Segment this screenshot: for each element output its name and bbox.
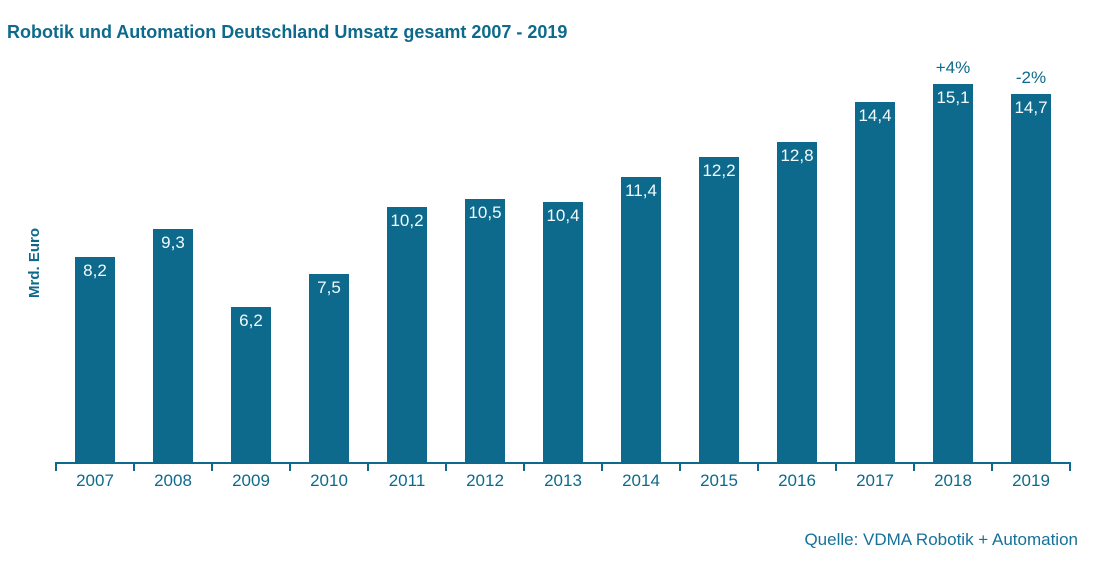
x-axis-tick	[445, 462, 447, 471]
bar-value-label: 14,7	[1014, 98, 1048, 117]
x-tick-label-2013: 2013	[544, 471, 582, 490]
x-tick-label-2008: 2008	[154, 471, 192, 490]
x-axis-tick	[601, 462, 603, 471]
bar-2007: 8,2	[75, 257, 115, 462]
bar-value-label: 11,4	[625, 181, 657, 200]
source-note: Quelle: VDMA Robotik + Automation	[804, 530, 1078, 549]
x-tick-label-2012: 2012	[466, 471, 504, 490]
x-tick-label-2007: 2007	[76, 471, 114, 490]
x-tick-label-2011: 2011	[388, 471, 426, 490]
bar-value-label: 7,5	[317, 278, 341, 297]
x-tick-label-2018: 2018	[934, 471, 972, 490]
bar-2017: 14,4	[855, 102, 895, 462]
bar-value-label: 12,8	[780, 146, 814, 165]
bar-annotation-2018: +4%	[935, 58, 971, 77]
x-axis-tick	[289, 462, 291, 471]
bar-annotation-2019: -2%	[1015, 68, 1047, 87]
bar-2013: 10,4	[543, 202, 583, 462]
bar-value-label: 10,5	[468, 203, 502, 222]
x-axis-tick	[835, 462, 837, 471]
bar-value-label: 9,3	[161, 233, 185, 252]
x-axis-tick	[1069, 462, 1071, 471]
x-axis-tick	[991, 462, 993, 471]
bar-2018: 15,1	[933, 84, 973, 462]
x-tick-label-2010: 2010	[310, 471, 348, 490]
bar-value-label: 6,2	[239, 311, 263, 330]
x-tick-label-2009: 2009	[232, 471, 270, 490]
x-axis-tick	[367, 462, 369, 471]
x-tick-label-2015: 2015	[700, 471, 738, 490]
bar-2010: 7,5	[309, 274, 349, 462]
bar-value-label: 8,2	[83, 261, 107, 280]
bar-value-label: 14,4	[858, 106, 892, 125]
chart-title: Robotik und Automation Deutschland Umsat…	[7, 22, 568, 42]
x-tick-label-2017: 2017	[856, 471, 894, 490]
bar-value-label: 10,4	[546, 206, 580, 225]
bar-2008: 9,3	[153, 229, 193, 462]
x-tick-label-2014: 2014	[622, 471, 660, 490]
bar-2014: 11,4	[621, 177, 661, 462]
x-axis-tick	[679, 462, 681, 471]
x-axis-tick	[55, 462, 57, 471]
x-tick-label-2019: 2019	[1012, 471, 1050, 490]
bar-2015: 12,2	[699, 157, 739, 462]
bar-2012: 10,5	[465, 199, 505, 462]
bar-2016: 12,8	[777, 142, 817, 462]
x-axis-tick	[523, 462, 525, 471]
x-axis-tick	[757, 462, 759, 471]
x-axis-line	[56, 462, 1070, 464]
bar-value-label: 15,1	[936, 88, 970, 107]
x-axis-tick	[211, 462, 213, 471]
bar-2019: 14,7	[1011, 94, 1051, 462]
bar-2009: 6,2	[231, 307, 271, 462]
x-axis-tick	[133, 462, 135, 471]
x-tick-label-2016: 2016	[778, 471, 816, 490]
x-axis-tick	[913, 462, 915, 471]
bar-2011: 10,2	[387, 207, 427, 462]
bar-value-label: 12,2	[702, 161, 736, 180]
bar-value-label: 10,2	[390, 211, 424, 230]
